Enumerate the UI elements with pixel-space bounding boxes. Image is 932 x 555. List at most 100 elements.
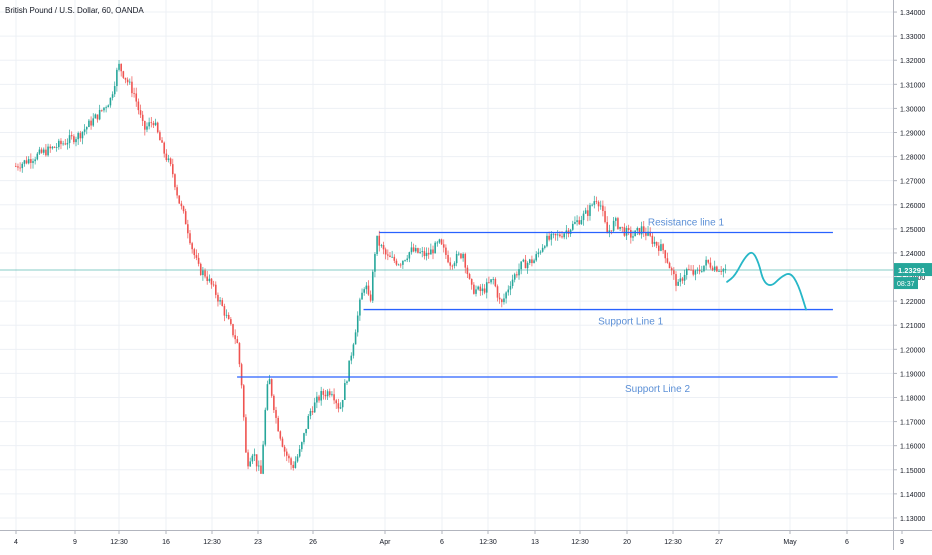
candle-body xyxy=(23,160,26,164)
candle-body xyxy=(193,249,196,256)
candle-body xyxy=(645,232,647,236)
candle-body xyxy=(475,289,477,294)
candle-body xyxy=(402,260,404,265)
candle-body xyxy=(367,285,370,295)
level-label-3: Support Line 2 xyxy=(625,384,690,395)
candle-body xyxy=(503,298,505,303)
candle-body xyxy=(541,247,544,252)
y-tick-label: 1.21000 xyxy=(900,323,925,330)
candle-body xyxy=(709,262,712,268)
candle-body xyxy=(156,122,159,133)
candle-body xyxy=(85,127,88,130)
candle-body xyxy=(328,391,331,396)
candle-body xyxy=(610,230,613,232)
candle-body xyxy=(576,220,578,223)
candle-body xyxy=(378,235,381,246)
candle-body xyxy=(552,233,555,235)
candle-body xyxy=(591,204,593,206)
candle-body xyxy=(38,149,41,154)
candle-body xyxy=(219,300,221,302)
candle-body xyxy=(313,402,316,413)
candle-body xyxy=(83,129,86,132)
candle-body xyxy=(279,431,282,439)
candle-body xyxy=(623,227,626,236)
candle-body xyxy=(447,254,449,263)
x-tick-label: 12:30 xyxy=(571,539,589,546)
candle-body xyxy=(408,252,411,259)
candle-body xyxy=(268,379,271,385)
candle-body xyxy=(324,394,327,397)
candle-body xyxy=(599,205,602,207)
candle-body xyxy=(49,146,52,149)
x-tick-label: May xyxy=(783,539,797,546)
candle-body xyxy=(288,455,290,459)
candle-body xyxy=(449,262,452,266)
candle-body xyxy=(445,247,447,255)
candle-body xyxy=(75,139,77,143)
candle-body xyxy=(281,438,284,447)
y-tick-label: 1.32000 xyxy=(900,58,925,65)
candle-body xyxy=(103,107,105,111)
candle-body xyxy=(137,101,140,111)
candle-body xyxy=(202,270,204,276)
candle-body xyxy=(578,220,581,225)
candle-body xyxy=(425,252,428,257)
candle-body xyxy=(346,381,348,384)
level-label-2: Support Line 1 xyxy=(598,317,663,328)
candle-body xyxy=(169,158,172,165)
candle-body xyxy=(423,251,426,257)
candle-body xyxy=(627,228,630,231)
candle-body xyxy=(382,245,385,250)
candle-body xyxy=(604,211,606,223)
candle-body xyxy=(359,299,361,316)
candle-body xyxy=(434,242,436,254)
candle-body xyxy=(337,403,340,409)
candle-body xyxy=(139,110,142,115)
candle-body xyxy=(608,230,611,234)
candle-body xyxy=(664,250,667,259)
candle-body xyxy=(260,465,262,474)
candle-body xyxy=(262,444,264,474)
candle-body xyxy=(247,452,249,467)
x-tick-label: 9 xyxy=(900,539,904,546)
candle-body xyxy=(264,409,267,445)
candle-body xyxy=(124,77,127,80)
current-price-label: 1.23291 xyxy=(898,266,925,275)
candle-body xyxy=(685,268,688,275)
candle-body xyxy=(94,114,97,119)
candle-body xyxy=(335,400,338,404)
candle-body xyxy=(511,279,514,286)
candle-body xyxy=(62,143,64,145)
candle-body xyxy=(522,259,525,262)
candle-body xyxy=(509,285,512,290)
candle-body xyxy=(273,395,275,411)
y-tick-label: 1.20000 xyxy=(900,347,925,354)
candle-body xyxy=(393,256,396,261)
candle-body xyxy=(404,260,406,261)
candle-body xyxy=(520,261,522,270)
candle-body xyxy=(485,282,488,293)
candle-body xyxy=(298,449,301,457)
y-tick-label: 1.34000 xyxy=(900,10,925,17)
candle-body xyxy=(670,268,673,271)
candle-body xyxy=(361,292,363,300)
candle-body xyxy=(563,233,565,238)
candle-body xyxy=(655,241,658,246)
candle-body xyxy=(214,284,217,295)
candle-body xyxy=(15,166,17,168)
candle-body xyxy=(101,109,103,111)
candle-body xyxy=(70,135,73,137)
candle-body xyxy=(720,271,722,272)
candle-body xyxy=(53,146,56,148)
candle-body xyxy=(365,285,368,290)
candle-body xyxy=(642,226,645,233)
candle-body xyxy=(432,249,434,254)
candle-body xyxy=(322,391,325,395)
candle-body xyxy=(118,63,120,70)
candle-body xyxy=(636,228,639,231)
candle-body xyxy=(344,383,346,400)
candle-body xyxy=(718,271,720,272)
candle-body xyxy=(653,241,656,244)
